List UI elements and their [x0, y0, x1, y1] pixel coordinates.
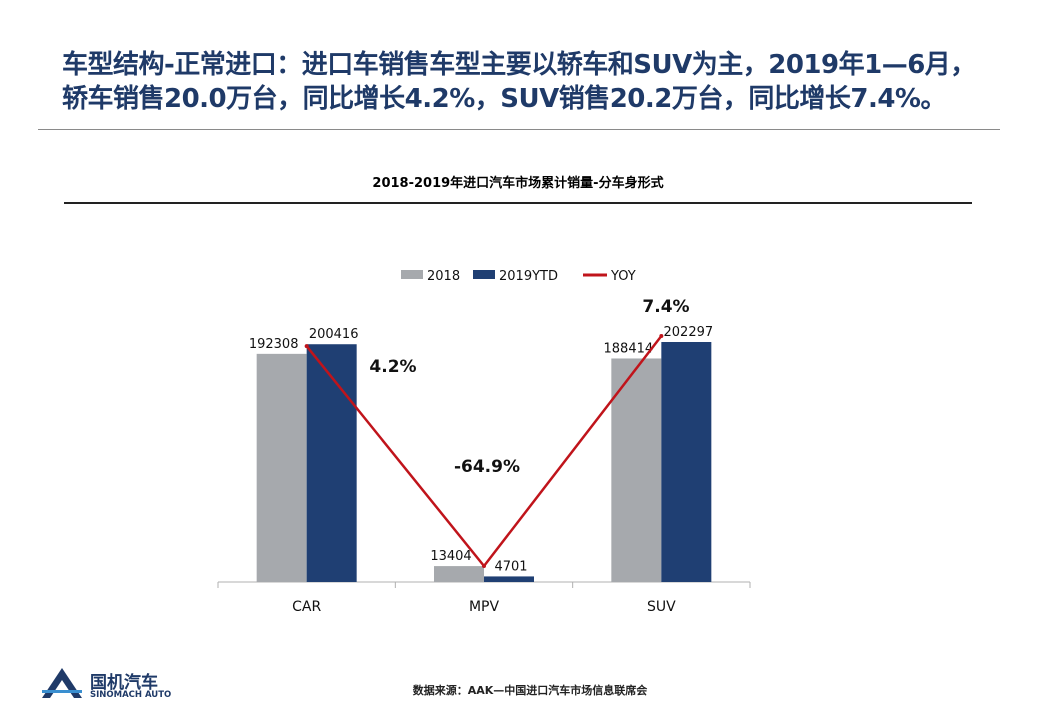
headline: 车型结构-正常进口：进口车销售车型主要以轿车和SUV为主，2019年1—6月， … — [62, 48, 1022, 116]
x-tick-label-mpv: MPV — [469, 599, 500, 615]
x-tick-label-suv: SUV — [647, 599, 676, 615]
chart-title: 2018-2019年进口汽车市场累计销量-分车身形式 — [372, 176, 664, 191]
bar-2018-car — [256, 353, 307, 582]
sinomach-logo-icon — [42, 668, 82, 698]
yoy-point-car — [304, 344, 309, 349]
data-label-2019ytd-mpv: 4701 — [494, 559, 527, 574]
bar-2019ytd-car — [306, 344, 357, 582]
bar-2019ytd-suv — [661, 342, 712, 582]
logo-name-en: SINOMACH AUTO — [90, 690, 172, 700]
bar-2018-mpv — [434, 566, 484, 582]
company-logo: 国机汽车 SINOMACH AUTO — [40, 666, 180, 704]
yoy-label-suv: 7.4% — [642, 297, 689, 317]
yoy-label-mpv: -64.9% — [454, 457, 520, 477]
yoy-line — [305, 335, 663, 569]
x-tick-label-car: CAR — [292, 599, 321, 615]
data-label-2018-mpv: 13404 — [430, 549, 471, 564]
headline-line-1: 车型结构-正常进口：进口车销售车型主要以轿车和SUV为主，2019年1—6月， — [62, 50, 976, 80]
bar-2019ytd-mpv — [484, 576, 534, 582]
legend-label-2019ytd: 2019YTD — [499, 269, 558, 284]
legend-label-yoy: YOY — [610, 269, 636, 284]
legend-swatch-2019ytd — [473, 270, 495, 279]
data-label-2018-car: 192308 — [249, 337, 299, 352]
data-label-2018-suv: 188414 — [604, 341, 654, 356]
chart-title-divider — [64, 202, 972, 204]
bar-2018-suv — [611, 358, 662, 582]
yoy-point-suv — [659, 334, 664, 338]
legend-label-2018: 2018 — [427, 269, 460, 284]
header-divider — [38, 129, 1000, 130]
data-source: 数据来源：AAK—中国进口汽车市场信息联席会 — [412, 684, 648, 697]
yoy-label-car: 4.2% — [369, 357, 416, 377]
legend-swatch-2018 — [401, 270, 423, 279]
headline-line-2: 轿车销售20.0万台，同比增长4.2%，SUV销售20.2万台，同比增长7.4%… — [62, 84, 946, 114]
yoy-point-mpv — [482, 564, 486, 568]
logo-name-cn: 国机汽车 — [90, 673, 158, 693]
data-label-2019ytd-car: 200416 — [309, 327, 359, 342]
data-label-2019ytd-suv: 202297 — [664, 325, 714, 340]
